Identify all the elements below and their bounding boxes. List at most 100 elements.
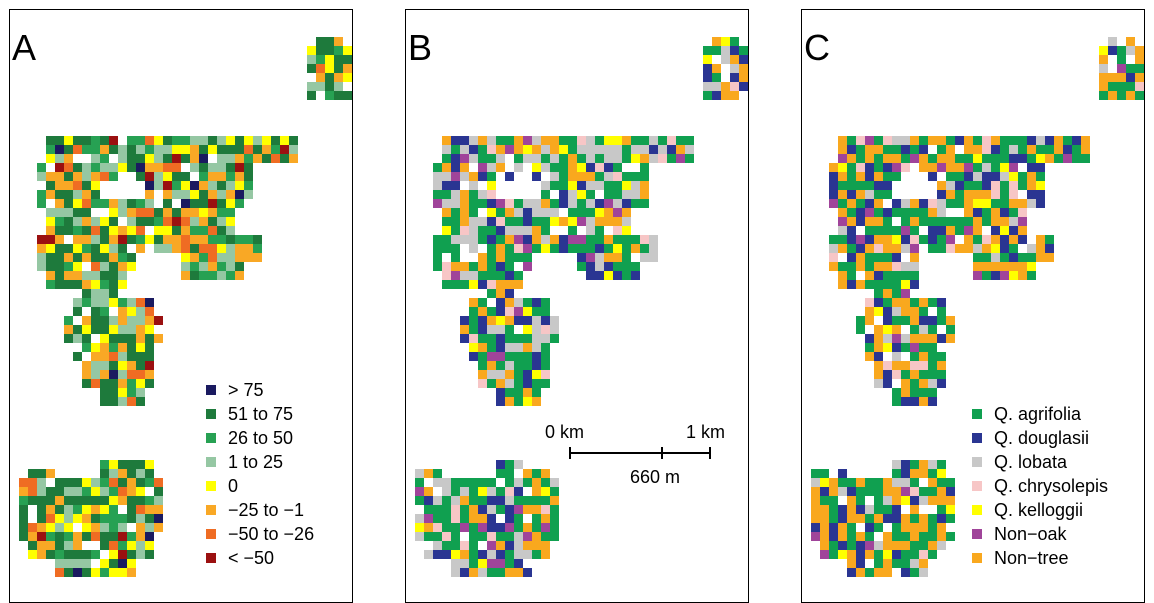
map-cell [847, 244, 856, 253]
map-cell [1018, 199, 1027, 208]
map-cell [190, 190, 199, 199]
map-cell [55, 226, 64, 235]
map-cell [145, 496, 154, 505]
map-cell [856, 568, 865, 577]
map-cell [928, 397, 937, 406]
map-cell [37, 253, 46, 262]
map-cell [883, 235, 892, 244]
map-cell [928, 379, 937, 388]
map-cell [532, 379, 541, 388]
map-cell [1045, 145, 1054, 154]
map-cell [496, 505, 505, 514]
map-cell [937, 352, 946, 361]
map-cell [901, 559, 910, 568]
map-cell [523, 397, 532, 406]
map-cell [973, 226, 982, 235]
map-cell [127, 352, 136, 361]
map-cell [460, 550, 469, 559]
map-cell [415, 514, 424, 523]
map-cell [973, 145, 982, 154]
map-cell [100, 244, 109, 253]
map-cell [154, 145, 163, 154]
map-cell [595, 244, 604, 253]
map-cell [919, 316, 928, 325]
map-cell [118, 559, 127, 568]
map-cell [127, 532, 136, 541]
map-cell [523, 217, 532, 226]
legend-swatch [206, 481, 216, 491]
map-cell [892, 316, 901, 325]
map-cell [991, 235, 1000, 244]
map-cell [145, 505, 154, 514]
map-cell [136, 514, 145, 523]
map-cell [928, 388, 937, 397]
map-cell [145, 343, 154, 352]
map-cell [460, 325, 469, 334]
map-cell [478, 496, 487, 505]
map-cell [64, 217, 73, 226]
map-cell [136, 361, 145, 370]
map-cell [874, 163, 883, 172]
map-cell [901, 199, 910, 208]
map-cell [424, 523, 433, 532]
map-cell [712, 64, 721, 73]
map-cell [469, 316, 478, 325]
legend-label: > 75 [228, 380, 264, 400]
map-cell [973, 217, 982, 226]
map-cell [982, 163, 991, 172]
map-cell [532, 199, 541, 208]
map-cell [982, 172, 991, 181]
map-cell [55, 262, 64, 271]
map-cell [811, 496, 820, 505]
map-cell [478, 478, 487, 487]
map-cell [91, 325, 100, 334]
map-cell [613, 154, 622, 163]
map-cell [892, 460, 901, 469]
map-cell [1027, 253, 1036, 262]
map-cell [433, 550, 442, 559]
map-cell [154, 244, 163, 253]
map-cell [982, 262, 991, 271]
map-cell [280, 145, 289, 154]
map-cell [217, 163, 226, 172]
map-cell [559, 163, 568, 172]
map-cell [838, 190, 847, 199]
map-cell [991, 208, 1000, 217]
map-cell [127, 559, 136, 568]
map-cell [55, 568, 64, 577]
map-cell [856, 316, 865, 325]
map-cell [829, 181, 838, 190]
map-cell [568, 244, 577, 253]
map-cell [964, 235, 973, 244]
map-cell [109, 235, 118, 244]
map-cell [109, 298, 118, 307]
map-cell [28, 487, 37, 496]
map-cell [118, 298, 127, 307]
map-cell [595, 253, 604, 262]
map-cell [55, 532, 64, 541]
map-cell [46, 505, 55, 514]
map-cell [838, 226, 847, 235]
map-cell [829, 478, 838, 487]
map-cell [235, 262, 244, 271]
map-cell [127, 208, 136, 217]
map-cell [190, 244, 199, 253]
map-cell [955, 154, 964, 163]
map-cell [604, 208, 613, 217]
map-cell [883, 559, 892, 568]
map-cell [91, 181, 100, 190]
map-cell [523, 307, 532, 316]
map-cell [892, 199, 901, 208]
map-cell [280, 154, 289, 163]
map-cell [100, 307, 109, 316]
map-cell [829, 550, 838, 559]
map-cell [91, 370, 100, 379]
map-cell [865, 145, 874, 154]
map-cell [46, 226, 55, 235]
map-cell [235, 244, 244, 253]
map-cell [910, 145, 919, 154]
map-cell [487, 244, 496, 253]
map-cell [1063, 154, 1072, 163]
map-cell [559, 145, 568, 154]
map-cell [91, 505, 100, 514]
